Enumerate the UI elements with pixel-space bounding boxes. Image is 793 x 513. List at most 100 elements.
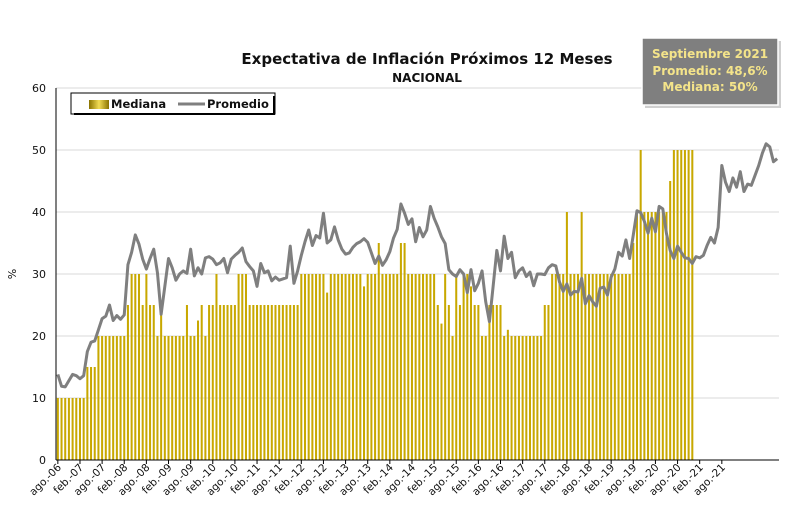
mediana-bar [292,305,295,460]
mediana-bar [112,336,115,460]
mediana-bar [444,274,447,460]
mediana-bar [565,212,568,460]
mediana-bar [233,305,236,460]
promedio-line [56,142,779,389]
mediana-bar [289,305,292,460]
y-axis-label: % [6,269,19,279]
mediana-bar [226,305,229,460]
mediana-bar [377,243,380,460]
mediana-bar [182,336,185,460]
mediana-bar [510,336,513,460]
mediana-bar [514,336,517,460]
mediana-bar [532,336,535,460]
mediana-bar [528,336,532,460]
mediana-bar [351,274,354,460]
mediana-bar [285,305,288,460]
mediana-bar [562,274,565,460]
mediana-bar [683,150,686,460]
mediana-bar [588,274,591,460]
mediana-bar [278,305,281,460]
mediana-bar [440,323,443,460]
mediana-bar [270,305,273,460]
mediana-bar [643,212,646,460]
mediana-bar [90,367,93,460]
mediana-bar [576,274,579,460]
mediana-bar [329,274,332,460]
mediana-bar [466,274,469,460]
mediana-bar [263,305,266,460]
mediana-bar [178,336,181,460]
mediana-bar [211,305,214,460]
mediana-bar [252,305,255,460]
mediana-bar [307,274,310,460]
mediana-bar [477,305,480,460]
mediana-bar [185,305,188,460]
mediana-bar [259,305,262,460]
mediana-bar [241,274,244,460]
mediana-bar [602,274,605,460]
mediana-bar [344,274,347,460]
mediana-bar [503,336,506,460]
mediana-bar [632,243,635,460]
mediana-bar [237,274,240,460]
mediana-bar [595,274,598,460]
mediana-bar [363,286,366,460]
mediana-bar [584,274,587,460]
mediana-bar [554,274,557,460]
mediana-bar [71,398,74,460]
mediana-bar [167,336,170,460]
callout: Septiembre 2021 Promedio: 48,6% Mediana:… [641,37,781,108]
mediana-bar [455,274,458,460]
mediana-bar [359,274,362,460]
legend: Mediana Promedio [70,92,276,115]
y-tick-label: 40 [32,206,46,219]
mediana-bar [628,274,631,460]
mediana-bar [119,336,122,460]
mediana-bar [599,274,602,460]
mediana-bar [300,274,303,460]
mediana-bar [326,292,329,460]
mediana-bar [137,274,141,460]
mediana-bar [197,320,200,460]
mediana-bar [82,398,85,460]
axes [55,88,779,461]
mediana-bars [56,150,694,460]
mediana-bar [547,305,550,460]
mediana-bar [691,150,694,460]
mediana-bar [606,274,609,460]
mediana-bar [130,274,133,460]
mediana-bar [115,336,118,460]
mediana-bar [385,274,388,460]
mediana-bar [152,305,155,460]
mediana-bar [392,274,395,460]
mediana-bar [429,274,432,460]
mediana-bar [101,336,104,460]
mediana-bar [134,274,137,460]
mediana-bar [551,274,554,460]
mediana-bar [248,305,251,460]
mediana-bar [672,150,675,460]
mediana-bar [156,336,159,460]
mediana-bar [322,274,325,460]
mediana-bar [315,274,318,460]
mediana-bar [381,274,384,460]
mediana-bar [204,336,207,460]
legend-promedio-label: Promedio [207,97,269,111]
callout-line-2: Promedio: 48,6% [652,64,767,78]
x-ticks: ago.-06feb.-07ago.-07feb.-08ago.-08feb.-… [27,460,728,498]
mediana-bar [573,274,576,460]
mediana-bar [418,274,421,460]
mediana-bar [108,336,111,460]
mediana-bar [665,212,668,460]
mediana-bar [86,367,89,460]
mediana-bar [647,212,650,460]
y-tick-label: 10 [32,392,46,405]
mediana-bar [481,336,484,460]
mediana-bar [171,336,174,460]
mediana-bar [462,274,465,460]
y-ticks: 0 10 20 30 40 50 60 [32,82,46,467]
mediana-bar [145,274,148,460]
mediana-bar [536,336,539,460]
y-tick-label: 20 [32,330,46,343]
callout-line-1: Septiembre 2021 [652,47,768,61]
